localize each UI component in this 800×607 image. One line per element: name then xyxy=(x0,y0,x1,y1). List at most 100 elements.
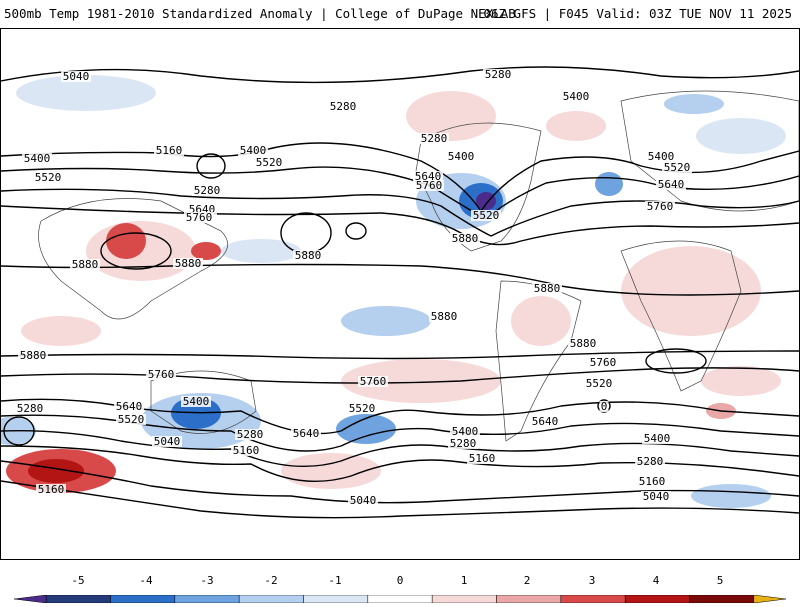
contour-5400-south xyxy=(1,430,799,468)
anomaly-area xyxy=(621,246,761,336)
contour-label: 5400 xyxy=(24,152,51,165)
contour-label: 5880 xyxy=(295,249,322,262)
model-run-info: 06Z GFS | F045 Valid: 03Z TUE NOV 11 202… xyxy=(483,6,792,21)
contour-label-bg xyxy=(173,258,203,269)
contour-low-pacific xyxy=(196,153,226,179)
colorbar-tick-label: 5 xyxy=(716,574,724,587)
contour-label: 5040 xyxy=(63,70,90,83)
contour-label: 5400 xyxy=(452,425,479,438)
contour-label: 5280 xyxy=(237,428,264,441)
contour-label: 5160 xyxy=(233,444,260,457)
contour-label-bg xyxy=(15,403,45,414)
contour-label-bg xyxy=(446,151,476,162)
colorbar-tick-label: -1 xyxy=(328,574,342,587)
anomaly-area xyxy=(106,223,146,259)
contour-label: 5400 xyxy=(240,144,267,157)
map-title: 500mb Temp 1981-2010 Standardized Anomal… xyxy=(4,6,516,21)
contour-label-bg xyxy=(641,491,671,502)
contour-label-bg xyxy=(192,185,222,196)
contour-label-bg xyxy=(561,91,591,102)
contour-label-bg xyxy=(61,71,91,82)
contour-label: 5280 xyxy=(485,68,512,81)
contour-label-bg xyxy=(471,210,501,221)
anomaly-area xyxy=(546,111,606,141)
contour-label-bg xyxy=(235,429,265,440)
contour-label: 5160 xyxy=(469,452,496,465)
contour-label: 5760 xyxy=(148,368,175,381)
contour-label-bg xyxy=(36,484,66,495)
contour-5760 xyxy=(1,205,799,246)
contour-label-bg xyxy=(254,157,284,168)
contour-label-bg xyxy=(645,201,675,212)
contour-5040-south xyxy=(1,480,799,519)
colorbar-tick-label: -4 xyxy=(139,574,153,587)
contour-label: 5880 xyxy=(452,232,479,245)
anomaly-area xyxy=(28,459,84,483)
contour-label: 5880 xyxy=(534,282,561,295)
contour-label: 5760 xyxy=(647,200,674,213)
contour-label-bg xyxy=(181,396,211,407)
contour-label-bg xyxy=(568,338,598,349)
contour-label: 5040 xyxy=(643,490,670,503)
anomaly-area xyxy=(281,453,381,489)
anomaly-area xyxy=(21,316,101,346)
contour-5280-south xyxy=(1,445,799,483)
contour-label: 5520 xyxy=(586,377,613,390)
australia-coast xyxy=(150,370,257,434)
contour-label-bg xyxy=(450,426,480,437)
contour-label-bg xyxy=(635,456,665,467)
colorbar-segment xyxy=(174,594,240,604)
contour-5280-north xyxy=(1,66,799,84)
contour-label-bg xyxy=(116,414,146,425)
contour-label-bg xyxy=(448,438,478,449)
contour-label-bg xyxy=(293,250,323,261)
contour-label: 5400 xyxy=(648,150,675,163)
colorbar-segment xyxy=(496,594,562,604)
colorbar-segment xyxy=(689,594,755,604)
colorbar-tick-label: -3 xyxy=(200,574,214,587)
colorbar-tick-label: 0 xyxy=(396,574,404,587)
colorbar-segment xyxy=(753,594,787,604)
contour-label: 5880 xyxy=(72,258,99,271)
contour-label-bg xyxy=(450,233,480,244)
colorbar-tick-label: 1 xyxy=(460,574,468,587)
contour-high-asia xyxy=(100,232,172,270)
contour-label-bg xyxy=(187,204,217,215)
colorbar-tick-label: 4 xyxy=(652,574,660,587)
contour-label-bg xyxy=(291,428,321,439)
contour-label-bg xyxy=(231,445,261,456)
contour-label-bg xyxy=(588,357,618,368)
contour-label: 5040 xyxy=(154,435,181,448)
contour-label-bg xyxy=(413,171,443,182)
contour-5640 xyxy=(1,188,799,237)
contour-label-bg xyxy=(646,151,676,162)
colorbar-segment xyxy=(560,594,626,604)
map-panel: 5040 5280 5400 5280 5160 5400 5520 5400 5520 5280… xyxy=(0,28,800,560)
contour-label: 5400 xyxy=(563,90,590,103)
colorbar xyxy=(13,588,787,604)
contour-label: 5520 xyxy=(256,156,283,169)
contour-label-bg xyxy=(22,153,52,164)
anomaly-area xyxy=(664,94,724,114)
north-america-coast xyxy=(415,122,542,252)
contour-label-bg xyxy=(152,436,182,447)
contour-label-bg xyxy=(238,145,268,156)
contour-5880-south xyxy=(1,350,799,360)
contour-label-bg xyxy=(419,133,449,144)
colorbar-tick-label: 3 xyxy=(588,574,596,587)
contour-label: 5880 xyxy=(431,310,458,323)
contour-label-bg xyxy=(429,311,459,322)
contour-label-bg xyxy=(33,172,63,183)
contour-label-bg xyxy=(184,212,214,223)
contour-label: 5880 xyxy=(20,349,47,362)
contour-label: 5640 xyxy=(293,427,320,440)
colorbar-tick-label: -2 xyxy=(264,574,278,587)
contour-5160-south xyxy=(1,460,799,504)
contour-label: 5520 xyxy=(473,209,500,222)
contour-label: 5640 xyxy=(116,400,143,413)
anomaly-area xyxy=(221,239,301,263)
coastlines xyxy=(38,90,799,442)
contour-label: 5160 xyxy=(38,483,65,496)
africa-coast xyxy=(620,240,742,392)
